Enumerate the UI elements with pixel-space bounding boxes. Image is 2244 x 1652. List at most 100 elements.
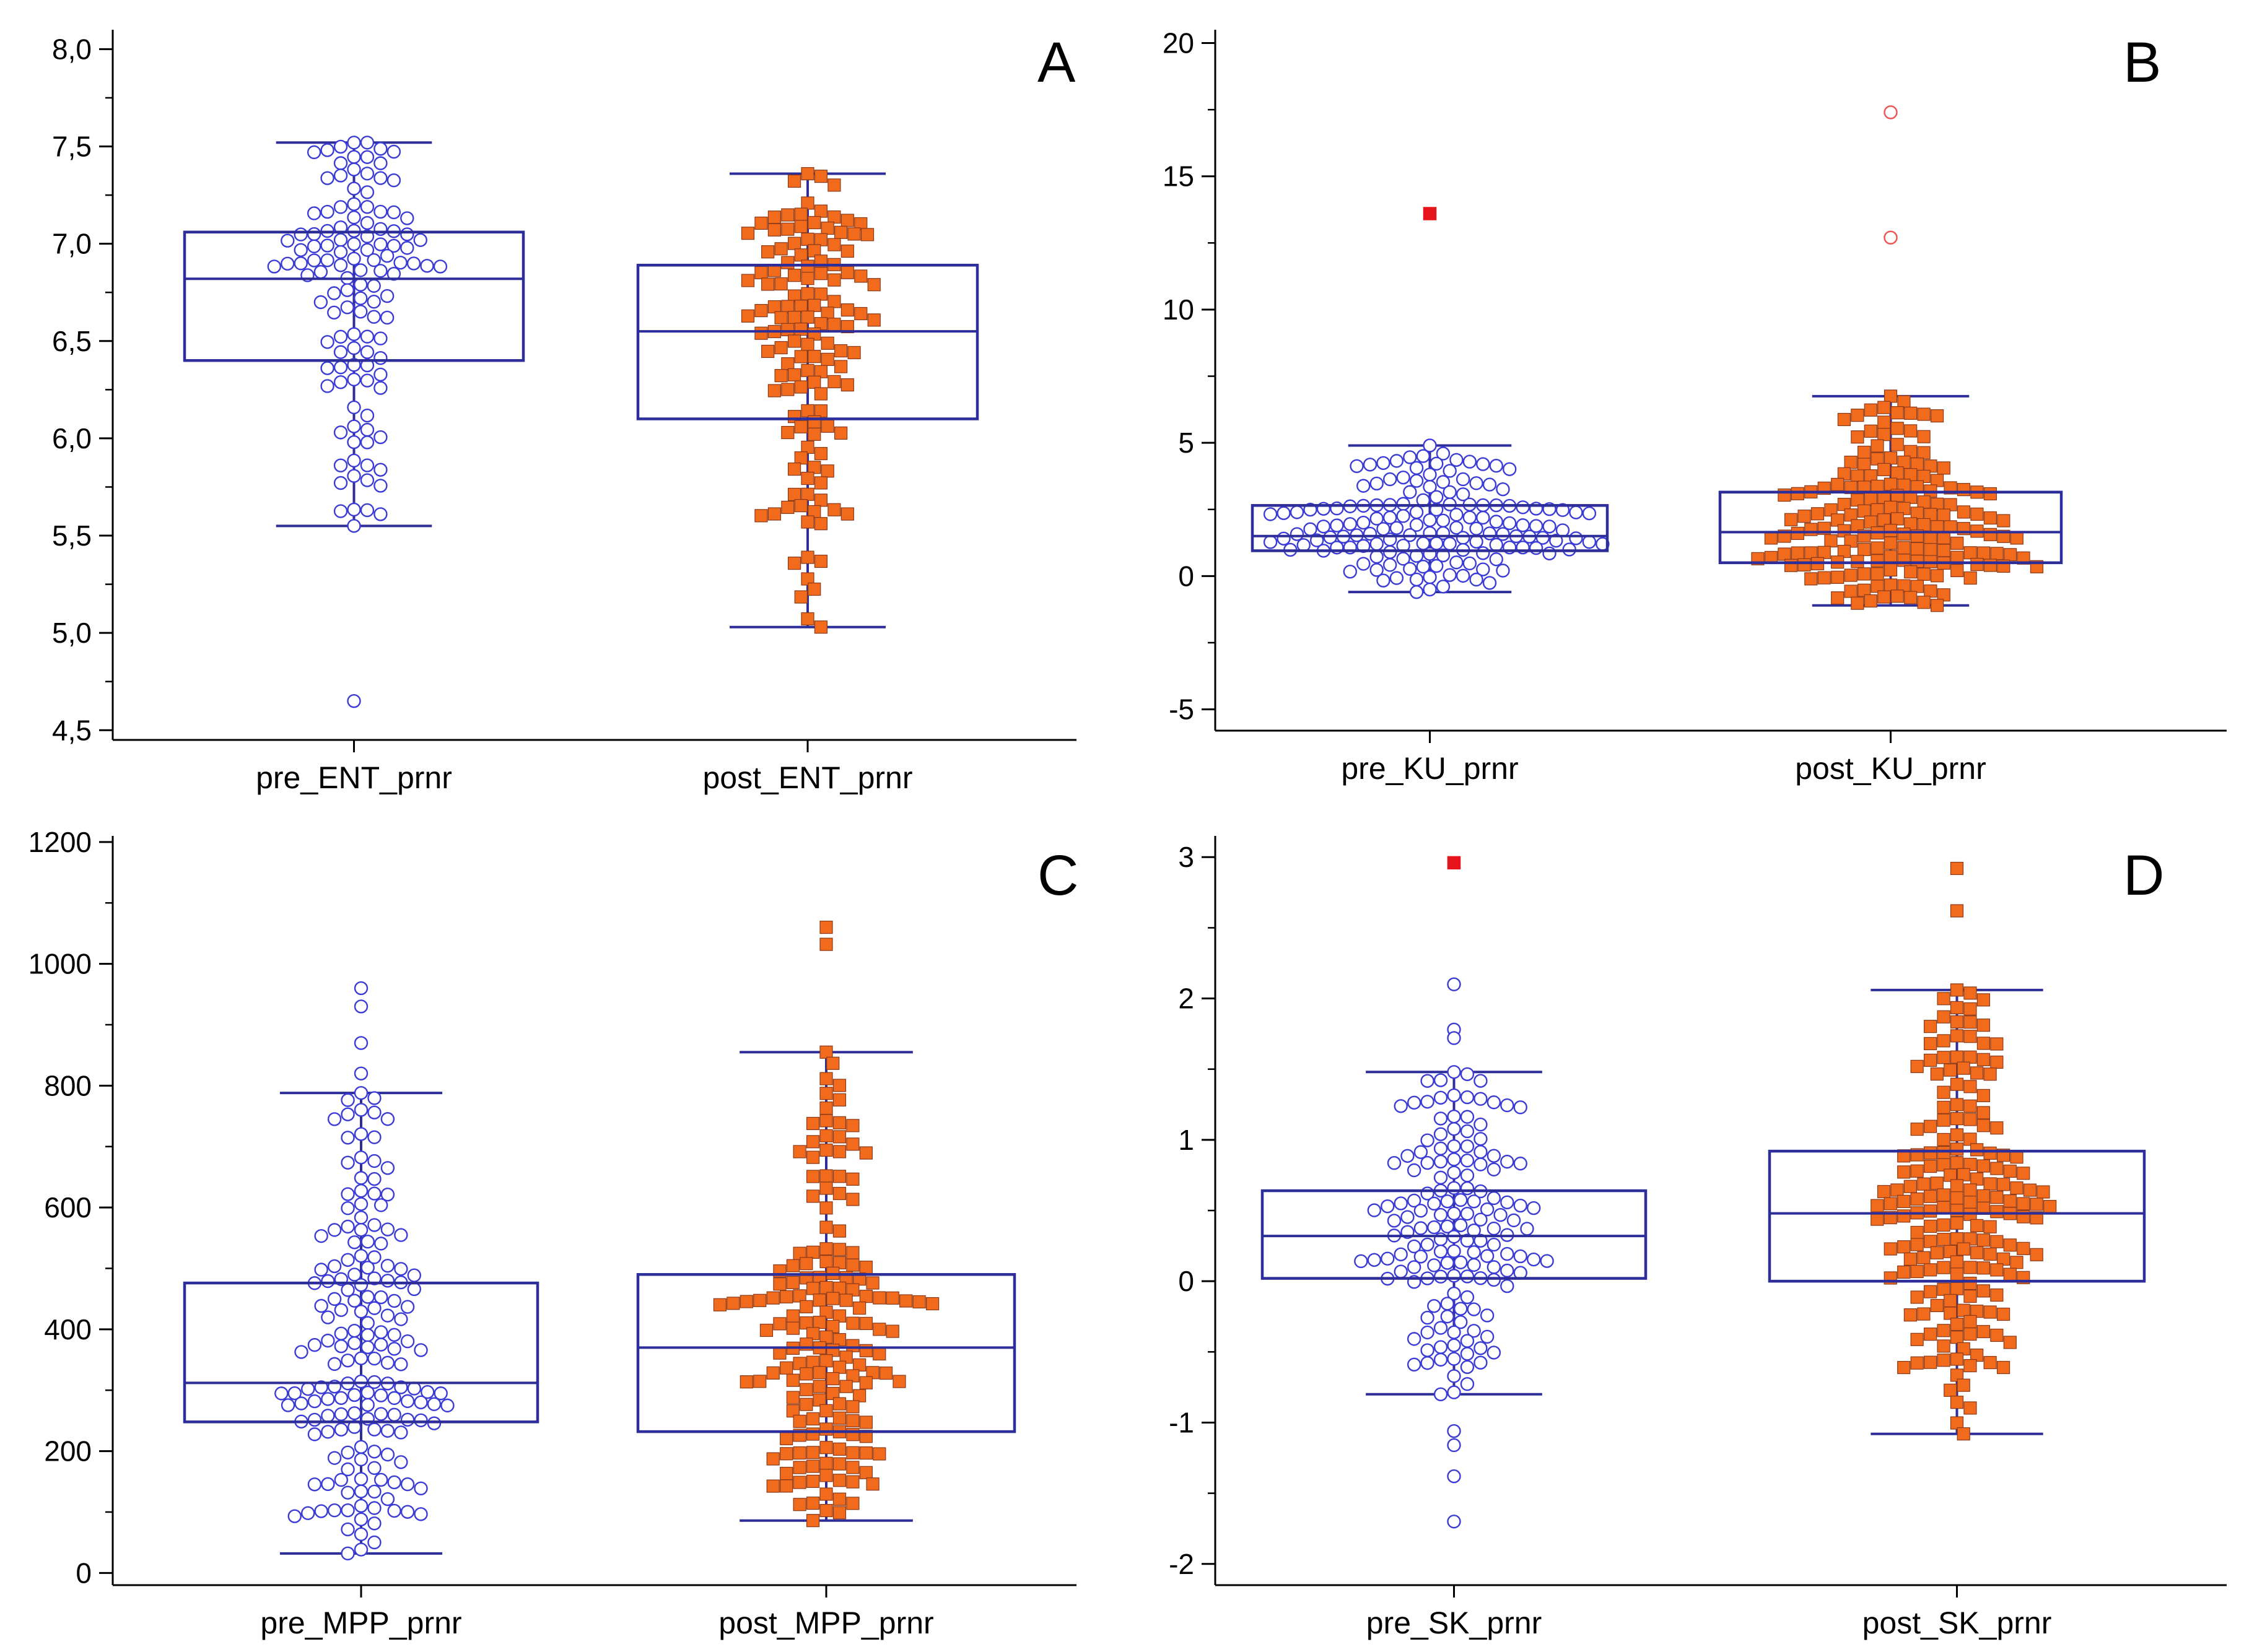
data-point <box>1976 1159 1990 1173</box>
data-point <box>1460 1154 1475 1168</box>
data-point <box>873 1447 886 1461</box>
data-point <box>1447 1139 1461 1154</box>
data-point <box>832 1281 847 1295</box>
data-point <box>333 245 348 259</box>
data-point <box>1983 1355 1997 1370</box>
data-point <box>1963 1183 1977 1197</box>
data-point <box>781 323 795 336</box>
data-point <box>274 1386 289 1401</box>
data-point <box>1910 1332 1924 1346</box>
data-point <box>1877 463 1891 476</box>
data-point <box>400 1477 415 1492</box>
data-point <box>1430 456 1444 471</box>
data-point <box>1473 1092 1488 1106</box>
data-point <box>1924 1053 1937 1067</box>
data-point <box>294 227 308 241</box>
data-point <box>1871 452 1884 466</box>
data-point <box>354 1150 369 1165</box>
data-point <box>1529 541 1543 555</box>
data-point <box>1376 456 1390 470</box>
data-point <box>1990 1162 2004 1175</box>
data-point <box>1924 1204 1937 1218</box>
data-point <box>814 476 828 490</box>
data-point <box>819 1354 833 1368</box>
data-point <box>327 286 341 300</box>
data-point <box>781 357 795 371</box>
data-point <box>333 329 348 344</box>
data-point <box>1844 480 1858 494</box>
data-point <box>1884 578 1898 592</box>
data-point <box>1433 1321 1448 1335</box>
data-point <box>813 1293 826 1307</box>
data-point <box>1950 1216 1964 1230</box>
data-point <box>847 346 861 360</box>
data-point <box>826 1319 840 1333</box>
data-point <box>1290 505 1304 520</box>
data-point <box>1897 1165 1911 1179</box>
data-point <box>367 1218 382 1232</box>
data-point <box>1983 1220 1997 1233</box>
data-point <box>787 487 801 502</box>
data-point <box>800 1300 813 1313</box>
y-tick-label: -1 <box>1169 1406 1194 1438</box>
data-point <box>1950 1416 1964 1430</box>
data-point <box>1447 1352 1461 1366</box>
data-point <box>320 238 334 253</box>
data-point <box>1924 508 1937 521</box>
data-point <box>1427 1196 1441 1211</box>
data-point <box>341 1187 355 1201</box>
data-point <box>1937 1100 1950 1114</box>
data-point <box>860 228 875 241</box>
data-point <box>1460 1377 1475 1391</box>
data-point <box>808 505 821 519</box>
data-point <box>1903 1180 1918 1193</box>
data-point <box>1871 580 1884 593</box>
data-point <box>774 277 788 291</box>
data-point <box>1513 1156 1527 1171</box>
data-point <box>873 1291 886 1305</box>
data-point <box>827 295 841 308</box>
data-point <box>1924 1285 1937 1298</box>
data-point <box>394 1455 408 1469</box>
data-point <box>1487 1221 1501 1236</box>
data-point <box>1844 455 1858 469</box>
data-point <box>367 1130 382 1144</box>
data-point <box>1963 546 1977 560</box>
box-group-pre_ENT_prnr: pre_ENT_prnr <box>183 136 525 795</box>
data-point <box>360 458 375 472</box>
data-point <box>832 1079 847 1092</box>
data-point <box>1844 508 1858 522</box>
data-point <box>1462 454 1477 469</box>
data-point <box>1500 1246 1514 1261</box>
data-point <box>373 1388 388 1402</box>
data-point <box>832 1093 847 1106</box>
data-point <box>1890 466 1904 480</box>
data-point <box>1924 1020 1937 1033</box>
data-point <box>327 1451 342 1465</box>
y-tick-label: 20 <box>1163 27 1194 59</box>
data-point <box>320 379 334 393</box>
data-point <box>1447 1206 1461 1221</box>
outlier-point <box>1950 904 1964 918</box>
data-point <box>1433 1269 1448 1284</box>
data-point <box>1513 1100 1527 1115</box>
data-point <box>1433 1170 1448 1185</box>
data-point <box>354 1103 369 1117</box>
data-point <box>1904 565 1918 579</box>
data-point <box>787 174 801 188</box>
data-point <box>367 1445 382 1459</box>
data-point <box>1950 1318 1964 1331</box>
data-point <box>1983 528 1997 541</box>
data-point <box>1529 519 1543 533</box>
data-point <box>1396 552 1410 566</box>
data-point <box>1433 1154 1448 1169</box>
y-tick-label: 0 <box>76 1557 92 1589</box>
data-point <box>333 156 348 170</box>
data-point <box>1996 1178 2010 1191</box>
data-point <box>321 1477 335 1492</box>
data-point <box>354 1527 369 1542</box>
x-category-label: pre_SK_prnr <box>1366 1606 1542 1640</box>
data-point <box>1976 1053 1990 1066</box>
data-point <box>813 1316 826 1329</box>
data-point <box>1944 1293 1957 1308</box>
